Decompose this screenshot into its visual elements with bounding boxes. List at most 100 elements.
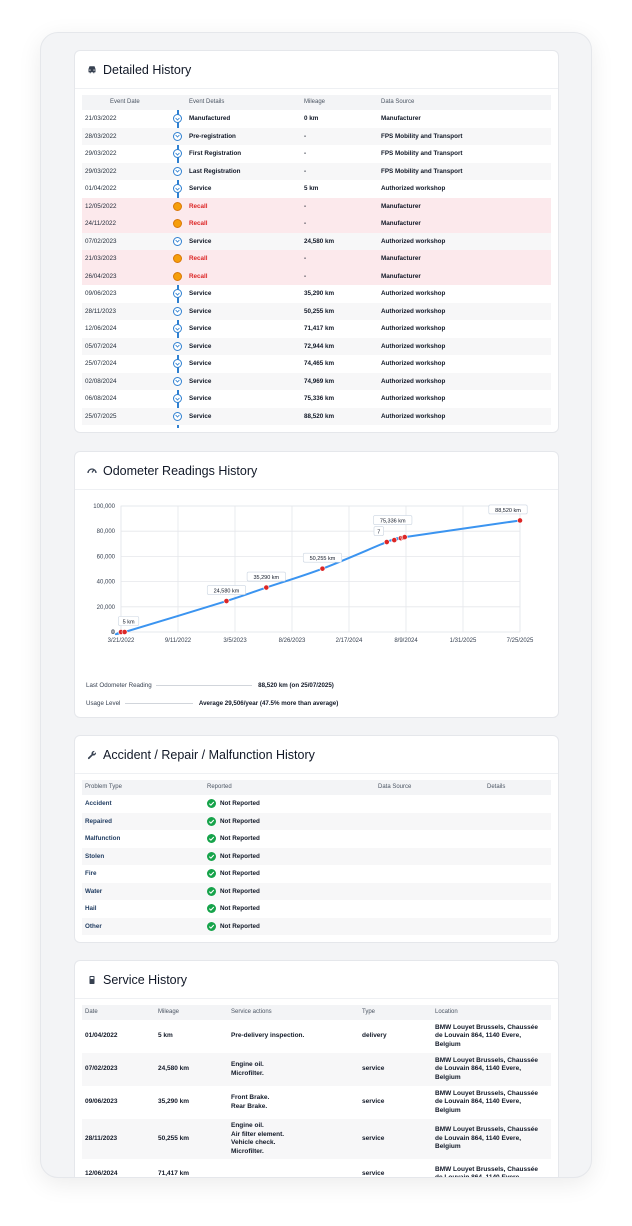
- event-date: 07/02/2023: [85, 237, 117, 245]
- last-reading-value: 88,520 km (on 25/07/2025): [258, 682, 334, 689]
- service-location: BMW Louyet Brussels, Chaussée: [435, 1165, 538, 1173]
- service-mileage: 50,255 km: [158, 1134, 190, 1142]
- x-tick-label: 3/5/2023: [223, 638, 247, 644]
- event-date: 26/04/2023: [85, 272, 117, 280]
- data-label-box: [246, 571, 286, 582]
- check-circle-icon: [207, 834, 216, 843]
- mileage: -: [304, 255, 307, 262]
- data-label: 7: [377, 530, 380, 536]
- event-details: Service: [189, 185, 212, 192]
- service-type: service: [362, 1169, 385, 1177]
- event-date: 02/08/2024: [85, 377, 117, 385]
- data-source: Authorized workshop: [381, 360, 446, 367]
- mileage: -: [304, 167, 307, 175]
- event-date: 21/03/2022: [85, 115, 117, 122]
- data-source: Authorized workshop: [381, 185, 446, 192]
- service-date: 09/06/2023: [85, 1098, 118, 1106]
- data-label: 5 km: [123, 619, 135, 625]
- event-details: Service: [189, 395, 212, 402]
- data-source: Manufacturer: [381, 220, 421, 227]
- recall-dot-icon: [173, 201, 182, 211]
- data-point: [391, 537, 398, 543]
- service-action: Microfilter.: [231, 1147, 264, 1155]
- reported-status: Not Reported: [220, 905, 260, 912]
- recall-dot-icon: [173, 254, 182, 263]
- mileage: -: [304, 272, 307, 280]
- event-date: 29/03/2022: [85, 167, 117, 175]
- event-date: 06/08/2024: [85, 395, 117, 402]
- y-tick-label: 60,000: [97, 554, 116, 560]
- divider: [125, 702, 194, 704]
- service-mileage: 24,580 km: [158, 1065, 190, 1073]
- event-details: Service: [189, 290, 212, 297]
- service-mileage: 35,290 km: [158, 1098, 190, 1106]
- event-details: Service: [189, 412, 212, 420]
- event-details: Recall: [189, 272, 208, 280]
- data-source: Authorized workshop: [381, 412, 446, 420]
- table-row: 09/06/2023 35,290 km Front Brake. Rear Brak…: [82, 1086, 551, 1119]
- check-circle-icon: [207, 904, 216, 913]
- service-location: BMW Louyet Brussels, Chaussée: [435, 1126, 538, 1134]
- problem-type: Fire: [85, 870, 97, 877]
- data-source: FPS Mobility and Transport: [381, 132, 463, 140]
- service-location: de Louvain 864, 1140 Evere,: [435, 1134, 521, 1142]
- last-reading-row: Last Odometer Reading 88,520 km (on 25/0…: [86, 682, 334, 689]
- divider: [156, 684, 253, 686]
- x-tick-label: 8/26/2023: [279, 638, 306, 644]
- service-type: service: [362, 1098, 385, 1106]
- event-date: 21/03/2023: [85, 255, 117, 262]
- check-circle-icon: [207, 869, 216, 878]
- table-row: 25/07/2025 Service 88,520 km Authorized wor…: [82, 407, 551, 425]
- detailed-history-header: Detailed History: [75, 51, 558, 89]
- data-source: Authorized workshop: [381, 342, 446, 350]
- mileage: 0 km: [304, 115, 319, 122]
- table-row: 29/03/2022 First Registration - FPS Mobilit…: [82, 145, 551, 163]
- problem-type: Hail: [85, 905, 97, 912]
- table-row: Stolen Not Reported: [82, 847, 551, 865]
- table-row: 28/11/2023 Service 50,255 km Authorized wor…: [82, 302, 551, 320]
- service-location: de Louvain 864, 1140 Evere,: [435, 1098, 521, 1106]
- service-location: BMW Louyet Brussels, Chaussée: [435, 1023, 538, 1031]
- table-row: Repaired Not Reported: [82, 812, 551, 830]
- gauge-icon: [87, 466, 97, 476]
- service-action: Engine oil.: [231, 1122, 264, 1129]
- recall-dot-icon: [173, 219, 182, 228]
- detailed-history-card: Detailed History Event Date Event Detail…: [74, 50, 559, 433]
- event-date: 25/07/2025: [85, 412, 117, 420]
- table-row: 21/03/2022 Manufactured 0 km Manufacturer: [82, 110, 551, 128]
- problem-type: Other: [85, 922, 102, 930]
- data-source: Authorized workshop: [381, 395, 446, 402]
- service-location: de Louvain 864, 1140 Evere,: [435, 1065, 521, 1073]
- data-label: 88,520 km: [495, 508, 521, 514]
- service-action: Pre-delivery inspection.: [231, 1032, 305, 1040]
- data-source: Authorized workshop: [381, 290, 446, 297]
- x-tick-label: 9/11/2022: [165, 638, 192, 644]
- data-source: Authorized workshop: [381, 237, 446, 245]
- table-row: 01/04/2022 Service 5 km Authorized workshop: [82, 180, 551, 198]
- mileage: -: [304, 202, 307, 210]
- usage-level-label: Usage Level: [86, 700, 121, 707]
- chevron-down-icon: [173, 149, 182, 158]
- y-tick-label: 100,000: [93, 504, 115, 510]
- y-tick-label: 20,000: [97, 605, 116, 611]
- odometer-card: Odometer Readings History 0 20,000 40,000 6…: [74, 451, 559, 718]
- table-row: 25/07/2024 Service 74,465 km Authorized wor…: [82, 355, 551, 373]
- column-header: Data Source: [381, 99, 415, 105]
- mileage: 5 km: [304, 185, 319, 192]
- column-header: Date: [85, 1009, 98, 1015]
- problem-type: Stolen: [85, 852, 105, 860]
- chevron-down-icon: [173, 184, 182, 193]
- event-date: 12/06/2024: [85, 325, 117, 332]
- table-row: 02/08/2024 Service 74,969 km Authorized wor…: [82, 372, 551, 390]
- column-header: Problem Type: [85, 784, 122, 790]
- mileage: 71,417 km: [304, 325, 335, 332]
- check-circle-icon: [207, 799, 216, 808]
- mileage: 24,580 km: [304, 237, 335, 245]
- data-source: FPS Mobility and Transport: [381, 150, 463, 157]
- mileage: -: [304, 220, 307, 227]
- service-type: service: [362, 1065, 385, 1073]
- table-header: Date Mileage Service actions Type Locati…: [82, 1005, 551, 1020]
- mileage: 50,255 km: [304, 307, 335, 315]
- column-header: Type: [362, 1009, 376, 1015]
- detailed-history-table: Event Date Event Details Mileage Data So…: [82, 95, 551, 428]
